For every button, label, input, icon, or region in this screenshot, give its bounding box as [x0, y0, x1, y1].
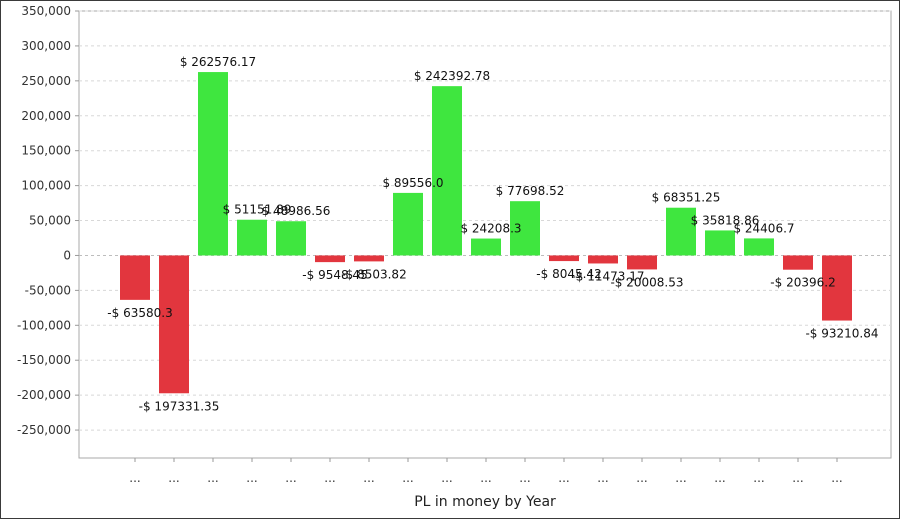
data-label: -$ 20396.2 [770, 276, 835, 290]
data-label: -$ 11473.17 [571, 269, 644, 283]
x-tick-label: ... [246, 471, 257, 485]
data-label: $ 24208.3 [460, 222, 521, 236]
bar [354, 255, 384, 262]
x-tick-label: ... [714, 471, 725, 485]
x-tick-label: ... [402, 471, 413, 485]
x-tick-label: ... [831, 471, 842, 485]
x-tick-label: ... [324, 471, 335, 485]
bar [198, 72, 228, 256]
bar [705, 230, 735, 256]
y-tick-label: -50,000 [25, 283, 71, 297]
data-label: $ 68351.25 [652, 191, 721, 205]
y-tick-label: 250,000 [21, 74, 71, 88]
x-axis-categories: ........................................… [129, 458, 843, 485]
x-tick-label: ... [168, 471, 179, 485]
y-tick-label: -150,000 [17, 353, 71, 367]
y-axis-ticks: 350,000 300,000 250,000 200,000 150,000 100,0… [17, 4, 79, 437]
x-tick-label: ... [441, 471, 452, 485]
bars [120, 72, 852, 394]
data-label: -$ 8503.82 [341, 267, 406, 281]
data-labels: -$ 63580.3 -$ 197331.35 $ 262576.17 $ 51151… [107, 55, 878, 413]
data-label: $ 89556.0 [382, 176, 443, 190]
data-label: -$ 8045.42 [536, 267, 601, 281]
bar [510, 201, 540, 256]
bar [393, 192, 423, 256]
y-tick-label: -200,000 [17, 388, 71, 402]
x-tick-label: ... [753, 471, 764, 485]
x-tick-label: ... [675, 471, 686, 485]
data-label: $ 242392.78 [414, 69, 490, 83]
bar [783, 255, 813, 270]
bar [315, 255, 345, 263]
bar [822, 255, 852, 321]
bar [744, 238, 774, 256]
bar [237, 219, 267, 256]
y-tick-label: 200,000 [21, 109, 71, 123]
x-tick-label: ... [519, 471, 530, 485]
bar [588, 255, 618, 264]
y-tick-label: 100,000 [21, 179, 71, 193]
y-tick-label: 300,000 [21, 39, 71, 53]
bar [159, 255, 189, 394]
x-tick-label: ... [207, 471, 218, 485]
x-tick-label: ... [129, 471, 140, 485]
data-label: -$ 197331.35 [139, 399, 220, 413]
y-tick-label: 350,000 [21, 4, 71, 18]
data-label: $ 35818.86 [691, 213, 760, 227]
data-label: -$ 9548.45 [302, 268, 367, 282]
x-tick-label: ... [285, 471, 296, 485]
data-label: $ 24406.7 [733, 221, 794, 235]
bar [627, 255, 657, 270]
y-tick-label: -250,000 [17, 423, 71, 437]
data-label: -$ 93210.84 [805, 327, 878, 341]
y-tick-label: 50,000 [29, 214, 71, 228]
x-axis-title: PL in money by Year [414, 494, 556, 510]
x-tick-label: ... [363, 471, 374, 485]
bar [120, 255, 150, 300]
data-label: -$ 20008.53 [610, 275, 683, 289]
bar [666, 207, 696, 256]
x-tick-label: ... [597, 471, 608, 485]
y-tick-label: -100,000 [17, 318, 71, 332]
x-tick-label: ... [636, 471, 647, 485]
data-label: $ 262576.17 [180, 55, 256, 69]
data-label: $ 48986.56 [262, 204, 331, 218]
x-tick-label: ... [792, 471, 803, 485]
y-tick-label: 0 [63, 248, 71, 262]
bar [276, 221, 306, 256]
x-tick-label: ... [558, 471, 569, 485]
data-label: $ 77698.52 [496, 184, 565, 198]
bar [471, 238, 501, 256]
x-tick-label: ... [480, 471, 491, 485]
y-tick-label: 150,000 [21, 144, 71, 158]
data-label: -$ 63580.3 [107, 306, 172, 320]
bar [432, 86, 462, 256]
data-label: $ 51151.89 [223, 203, 292, 217]
bar [549, 255, 579, 262]
